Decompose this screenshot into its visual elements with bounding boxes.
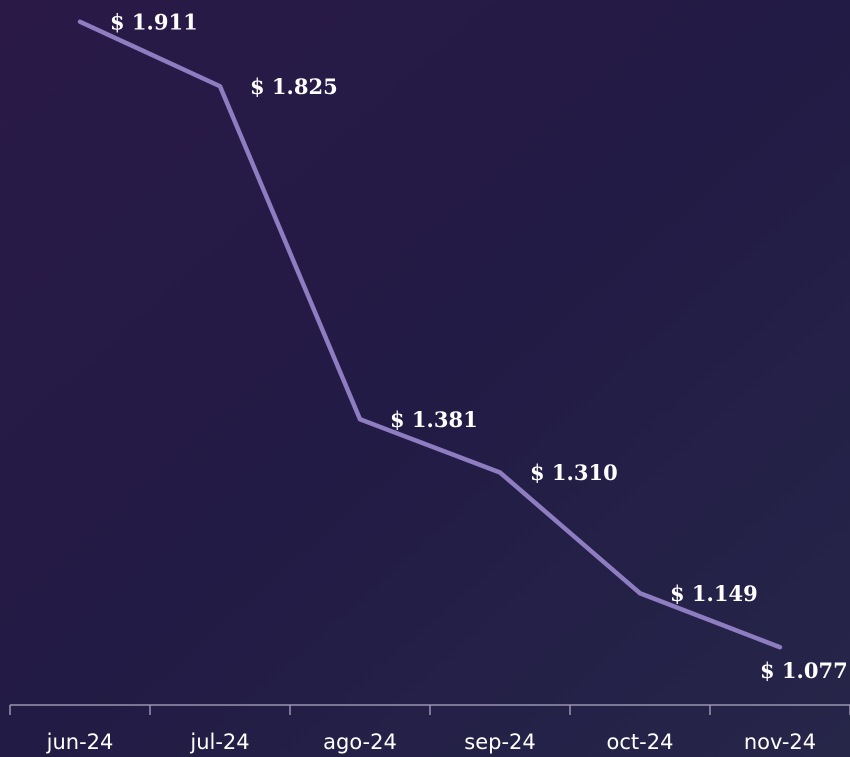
- value-label: $ 1.381: [390, 407, 478, 432]
- x-tick-label: jul-24: [189, 730, 249, 754]
- value-label: $ 1.149: [670, 581, 758, 606]
- x-tick-label: ago-24: [323, 730, 397, 754]
- value-label: $ 1.911: [110, 9, 198, 34]
- x-tick-label: nov-24: [744, 730, 816, 754]
- value-label: $ 1.310: [530, 460, 618, 485]
- value-label: $ 1.077: [760, 658, 848, 683]
- x-tick-label: sep-24: [464, 730, 536, 754]
- value-label: $ 1.825: [250, 74, 338, 99]
- line: [77, 19, 783, 650]
- x-tick-label: oct-24: [607, 730, 674, 754]
- x-tick-label: jun-24: [46, 730, 114, 754]
